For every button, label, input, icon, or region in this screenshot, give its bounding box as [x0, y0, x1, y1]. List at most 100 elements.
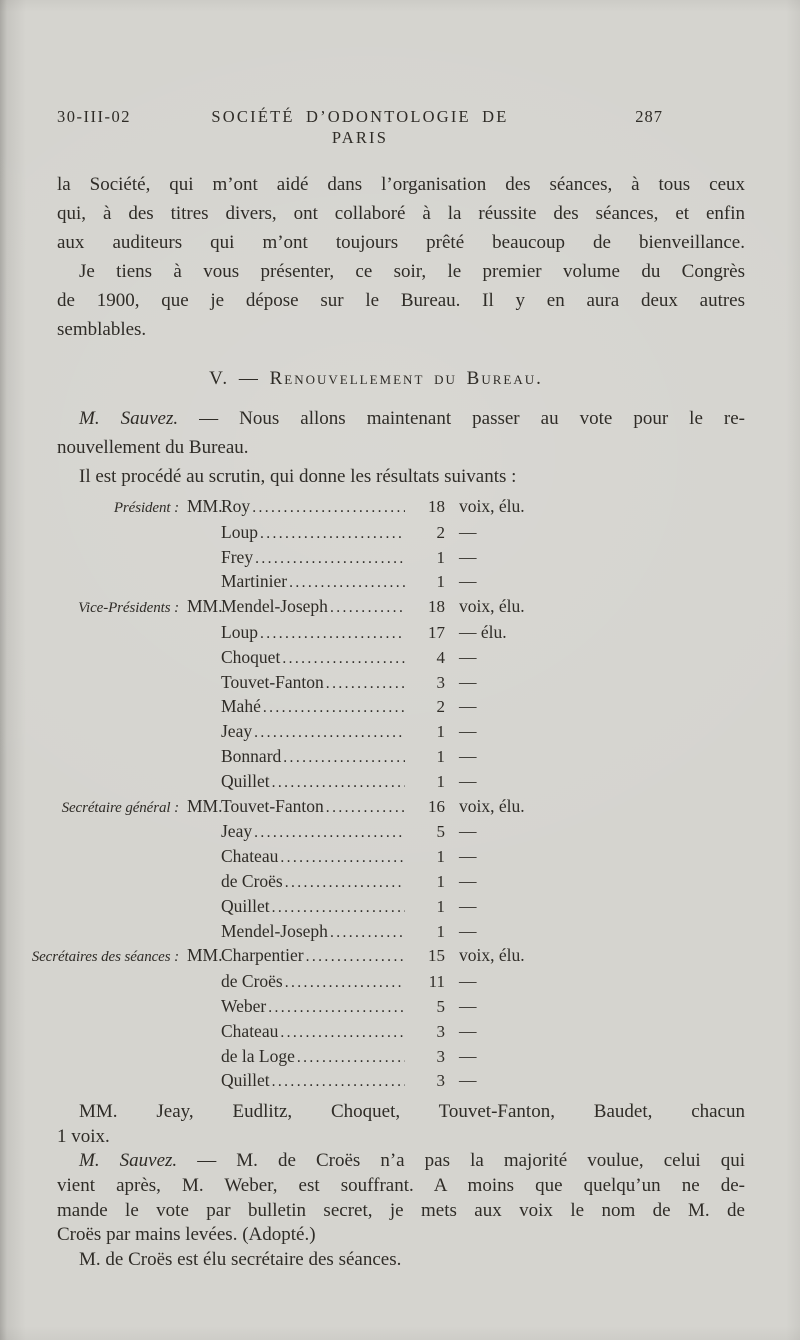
text-line: la Société, qui m’ont aidé dans l’organi… — [57, 174, 745, 195]
vote-count: 1 — [436, 722, 446, 742]
vote-count: 1 — [436, 547, 446, 567]
vote-candidate: Charpentier — [221, 944, 405, 969]
paragraph-sauvez-vote: M. Sauvez. — Nous allons maintenant pass… — [57, 404, 745, 462]
paragraph-congres-volume: Je tiens à vous présenter, ce soir, le p… — [57, 257, 745, 344]
vote-mm-prefix: MM. — [187, 945, 223, 966]
text-line: nouvellement du Bureau. — [57, 437, 249, 458]
text-line: M. Sauvez. — Nous allons maintenant pass… — [57, 404, 745, 433]
dot-leader — [281, 746, 405, 770]
candidate-name: Mahé — [221, 696, 261, 717]
candidate-name: Mendel-Joseph — [221, 920, 328, 941]
vote-candidate: Loup — [221, 521, 405, 546]
vote-office-label: Secrétaire général : — [61, 799, 180, 816]
vote-row: Martinier 1 — — [57, 570, 555, 595]
vote-candidate: Jeay — [221, 820, 405, 845]
dot-leader — [304, 945, 405, 969]
vote-row: de Croës 1 — — [57, 870, 555, 895]
vote-row: Secrétaire général : MM. Touvet-Fanton 1… — [57, 795, 555, 821]
vote-row: Chateau 3 — — [57, 1020, 555, 1045]
vote-count: 1 — [436, 896, 446, 916]
candidate-name: Quillet — [221, 895, 270, 916]
text-line: aux auditeurs qui m’ont toujours prêté b… — [57, 232, 745, 253]
dot-leader — [278, 1021, 405, 1045]
paragraph-one-vote-each: MM. Jeay, Eudlitz, Choquet, Touvet-Fanto… — [57, 1100, 745, 1149]
candidate-name: Choquet — [221, 646, 281, 667]
vote-row: Jeay 1 — — [57, 720, 555, 745]
text-line: M. Sauvez. — M. de Croës n’a pas la majo… — [57, 1149, 745, 1174]
vote-row: de la Loge 3 — — [57, 1045, 555, 1070]
vote-row: Touvet-Fanton 3 — — [57, 671, 555, 696]
vote-count: 1 — [436, 921, 446, 941]
vote-result-suffix: — — [459, 895, 477, 916]
text-line: mande le vote par bulletin secret, je me… — [57, 1199, 745, 1221]
vote-count: 18 — [428, 597, 445, 617]
dot-leader — [328, 596, 405, 620]
vote-count: 3 — [436, 1021, 446, 1041]
paragraph-croes-elected: M. de Croës est élu secrétaire des séanc… — [57, 1248, 745, 1273]
vote-row: Quillet 1 — — [57, 770, 555, 795]
vote-count: 18 — [428, 497, 445, 516]
vote-candidate: Jeay — [221, 720, 405, 745]
candidate-name: Quillet — [221, 1070, 270, 1091]
vote-candidate: Martinier — [221, 570, 405, 595]
text-line: qui, à des titres divers, ont collaboré … — [57, 203, 745, 224]
vote-row: Frey 1 — — [57, 546, 555, 571]
dot-leader — [283, 871, 405, 895]
text-line: semblables. — [57, 319, 147, 340]
text-line: Il est procédé au scrutin, qui donne les… — [79, 466, 517, 487]
vote-mm-prefix: MM. — [187, 496, 223, 516]
dot-leader — [252, 721, 405, 745]
vote-result-suffix: voix, élu. — [459, 596, 525, 617]
candidate-name: Chateau — [221, 1020, 279, 1041]
page-header: 30-III-02 SOCIÉTÉ D’ODONTOLOGIE DE PARIS… — [57, 106, 745, 148]
vote-result-suffix: — — [459, 721, 477, 742]
vote-row: Président : MM. Roy 18 voix, élu. — [57, 495, 555, 521]
paragraph-sauvez-croes: M. Sauvez. — M. de Croës n’a pas la majo… — [57, 1149, 745, 1247]
vote-office-label: Président : — [113, 500, 179, 516]
candidate-name: de la Loge — [221, 1045, 295, 1066]
vote-row: Quillet 3 — — [57, 1069, 555, 1094]
paragraph-intro: la Société, qui m’ont aidé dans l’organi… — [57, 170, 745, 257]
candidate-name: Chateau — [221, 846, 279, 867]
candidate-name: Touvet-Fanton — [221, 795, 324, 816]
vote-office-label: Vice-Présidents : — [78, 600, 179, 617]
vote-row: Quillet 1 — — [57, 895, 555, 920]
vote-count: 1 — [436, 746, 446, 766]
vote-result-suffix: — — [459, 846, 477, 867]
header-society-title: SOCIÉTÉ D’ODONTOLOGIE DE PARIS — [211, 107, 509, 147]
dot-leader — [283, 971, 405, 995]
vote-row: Weber 5 — — [57, 995, 555, 1020]
vote-candidate: de Croës — [221, 870, 405, 895]
vote-result-suffix: — — [459, 521, 477, 542]
vote-candidate: Quillet — [221, 895, 405, 920]
candidate-name: Frey — [221, 546, 254, 567]
vote-row: Choquet 4 — — [57, 646, 555, 671]
vote-candidate: Mendel-Joseph — [221, 595, 405, 620]
vote-candidate: Frey — [221, 546, 405, 571]
dot-leader — [278, 846, 405, 870]
candidate-name: de Croës — [221, 870, 283, 891]
candidate-name: Martinier — [221, 571, 288, 592]
candidate-name: Charpentier — [221, 945, 304, 966]
vote-candidate: Choquet — [221, 646, 405, 671]
text-line: M. de Croës est élu secrétaire des séanc… — [79, 1248, 402, 1270]
vote-count: 3 — [436, 1071, 446, 1091]
vote-result-suffix: — — [459, 971, 477, 992]
vote-candidate: Chateau — [221, 845, 405, 870]
vote-candidate: Bonnard — [221, 745, 405, 770]
vote-row: Loup 17 — élu. — [57, 621, 555, 646]
dot-leader — [258, 522, 405, 546]
dot-leader — [270, 896, 405, 920]
speaker-name: M. Sauvez. — [79, 1150, 178, 1172]
vote-result-suffix: — — [459, 870, 477, 891]
candidate-name: Touvet-Fanton — [221, 671, 324, 692]
candidate-name: Jeay — [221, 821, 253, 842]
text-line: Je tiens à vous présenter, ce soir, le p… — [79, 261, 745, 282]
text-line: vient après, M. Weber, est souffrant. A … — [57, 1174, 745, 1196]
dot-leader — [295, 1046, 405, 1070]
vote-candidate: Mahé — [221, 695, 405, 720]
vote-candidate: Mendel-Joseph — [221, 920, 405, 945]
vote-candidate: Loup — [221, 621, 405, 646]
candidate-name: Loup — [221, 621, 258, 642]
